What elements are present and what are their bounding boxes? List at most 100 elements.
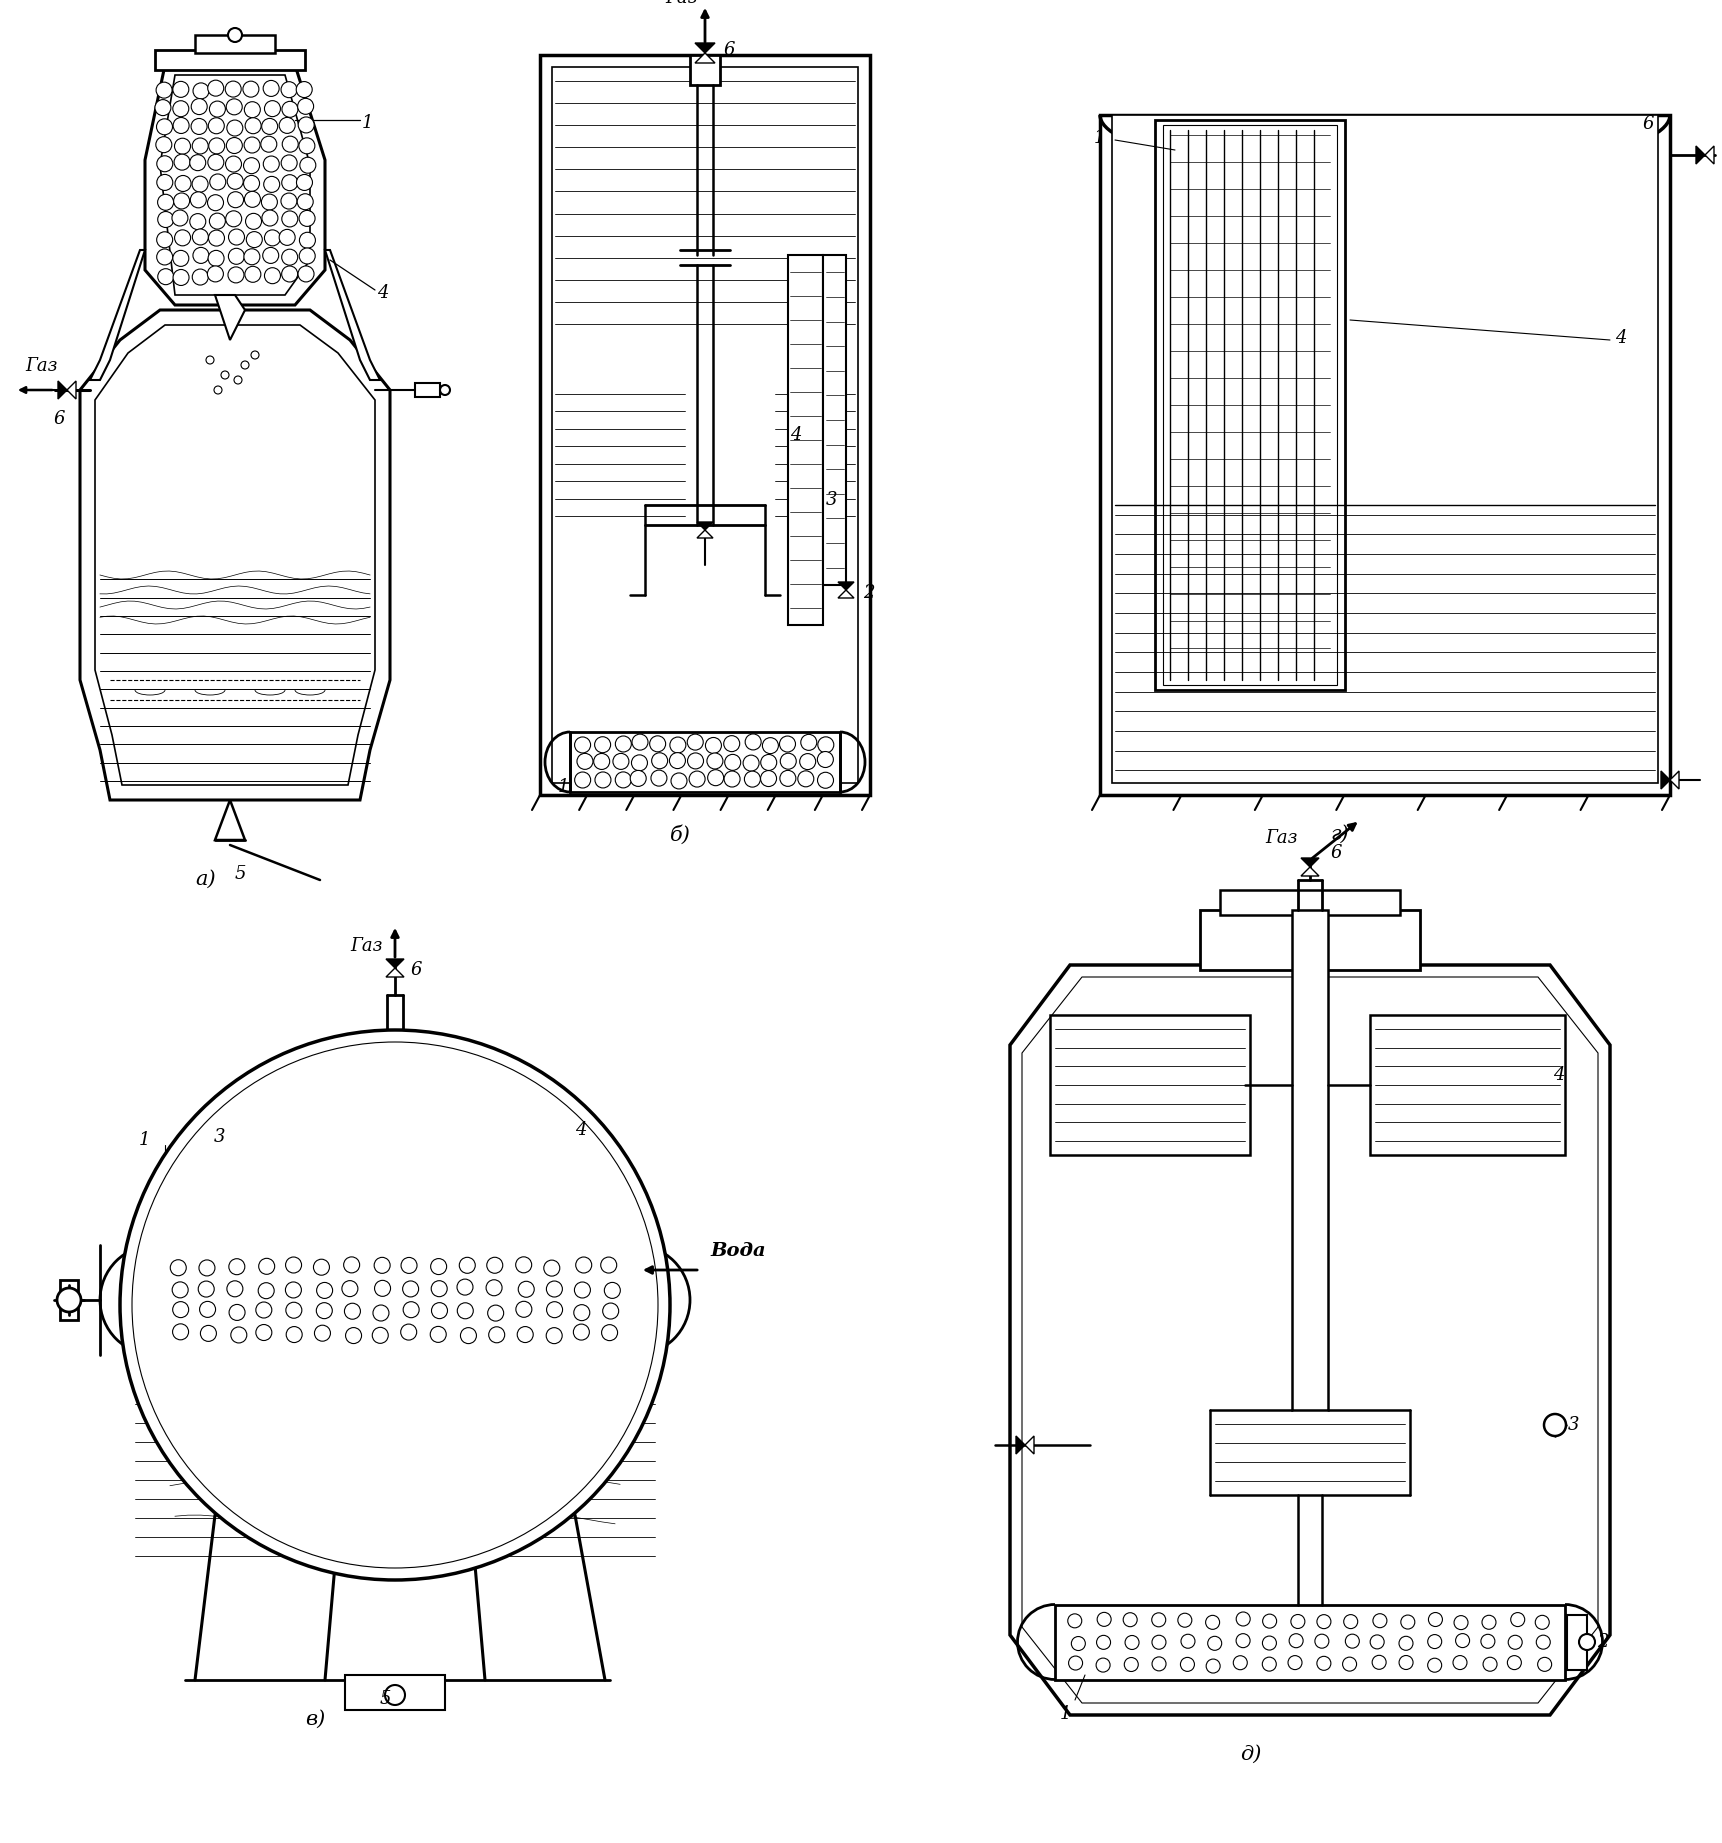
Circle shape — [430, 1259, 446, 1275]
Circle shape — [174, 194, 189, 208]
Polygon shape — [1025, 1436, 1033, 1454]
Polygon shape — [696, 53, 715, 63]
Circle shape — [1343, 1657, 1357, 1672]
Circle shape — [172, 1301, 189, 1318]
Circle shape — [797, 770, 815, 787]
Circle shape — [296, 175, 312, 190]
Circle shape — [1453, 1616, 1469, 1629]
Circle shape — [193, 177, 208, 192]
Circle shape — [246, 232, 262, 247]
Circle shape — [262, 118, 277, 135]
Text: Газ: Газ — [26, 358, 57, 374]
Circle shape — [1398, 1637, 1414, 1649]
Circle shape — [315, 1325, 331, 1342]
Circle shape — [158, 194, 174, 210]
Circle shape — [575, 1283, 591, 1297]
Circle shape — [174, 138, 191, 155]
Circle shape — [157, 157, 172, 171]
Bar — [344, 1675, 444, 1710]
Polygon shape — [145, 65, 325, 304]
Circle shape — [157, 232, 172, 247]
Circle shape — [1536, 1635, 1550, 1649]
Circle shape — [191, 98, 207, 114]
Bar — [570, 732, 840, 792]
Circle shape — [577, 754, 592, 769]
Circle shape — [208, 195, 224, 210]
Circle shape — [575, 1257, 592, 1274]
Bar — [691, 55, 720, 85]
Circle shape — [594, 737, 611, 752]
Circle shape — [263, 247, 279, 264]
Text: 4: 4 — [790, 426, 801, 444]
Circle shape — [544, 1261, 560, 1275]
Circle shape — [172, 1283, 188, 1297]
Bar — [265, 1165, 525, 1250]
Circle shape — [174, 155, 189, 170]
Circle shape — [403, 1281, 418, 1297]
Circle shape — [189, 214, 205, 230]
Circle shape — [257, 1325, 272, 1340]
Circle shape — [227, 120, 243, 136]
Text: 1: 1 — [558, 778, 570, 796]
Circle shape — [241, 361, 250, 369]
Circle shape — [1181, 1657, 1195, 1672]
Circle shape — [401, 1257, 417, 1274]
Circle shape — [189, 155, 205, 171]
Circle shape — [1371, 1635, 1384, 1649]
Circle shape — [1262, 1614, 1276, 1627]
Circle shape — [200, 1301, 215, 1318]
Circle shape — [243, 158, 260, 173]
Circle shape — [155, 100, 170, 116]
Circle shape — [818, 737, 833, 752]
Circle shape — [1453, 1655, 1467, 1670]
Circle shape — [298, 265, 313, 282]
Circle shape — [603, 1303, 618, 1320]
Circle shape — [1455, 1633, 1469, 1648]
Circle shape — [1097, 1659, 1111, 1672]
Text: 3: 3 — [214, 1128, 226, 1146]
Circle shape — [1068, 1614, 1081, 1627]
Text: 6: 6 — [723, 41, 735, 59]
Circle shape — [263, 81, 279, 96]
Circle shape — [172, 81, 189, 98]
Circle shape — [258, 1283, 274, 1299]
Circle shape — [1400, 1614, 1415, 1629]
Circle shape — [208, 155, 224, 170]
Circle shape — [282, 210, 298, 227]
Circle shape — [687, 754, 704, 769]
Circle shape — [191, 118, 207, 135]
Circle shape — [1398, 1655, 1414, 1670]
Circle shape — [227, 173, 243, 190]
Text: 3: 3 — [1569, 1415, 1579, 1434]
Polygon shape — [1016, 1436, 1025, 1454]
Circle shape — [1123, 1613, 1137, 1627]
Circle shape — [546, 1281, 563, 1297]
Circle shape — [432, 1303, 448, 1318]
Circle shape — [207, 356, 214, 365]
Bar — [415, 383, 441, 396]
Bar — [1050, 1015, 1250, 1156]
Circle shape — [208, 118, 224, 135]
Circle shape — [744, 770, 761, 787]
Circle shape — [708, 754, 723, 769]
Bar — [1100, 114, 1670, 794]
Circle shape — [546, 1327, 561, 1344]
Text: 1: 1 — [1093, 129, 1106, 147]
Circle shape — [172, 251, 189, 267]
Bar — [1162, 125, 1336, 686]
Circle shape — [257, 1301, 272, 1318]
Text: а): а) — [195, 870, 215, 888]
Circle shape — [245, 265, 260, 282]
Circle shape — [1510, 1613, 1524, 1627]
Circle shape — [208, 230, 224, 247]
Text: Вода: Вода — [709, 1242, 766, 1261]
Circle shape — [1097, 1635, 1111, 1649]
Circle shape — [487, 1305, 503, 1321]
Circle shape — [575, 737, 591, 754]
Bar — [195, 35, 276, 53]
Text: Газ: Газ — [665, 0, 697, 7]
Circle shape — [573, 1305, 591, 1321]
Bar — [789, 254, 823, 625]
Circle shape — [1290, 1633, 1304, 1648]
Polygon shape — [386, 968, 405, 977]
